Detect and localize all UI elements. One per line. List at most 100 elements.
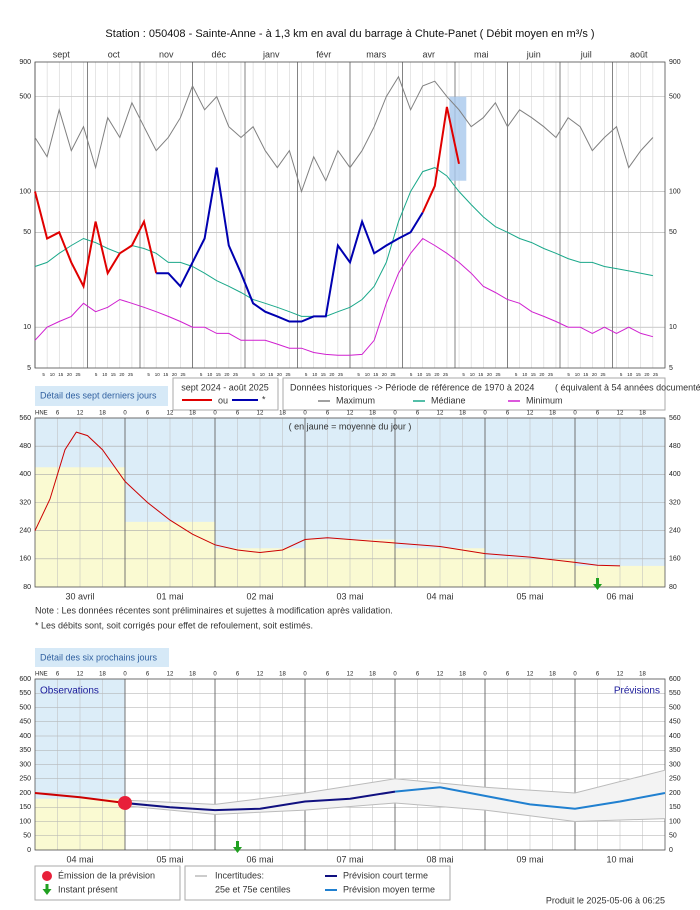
day-tick-label: 25 bbox=[601, 372, 607, 377]
hour-tick-label: 6 bbox=[146, 411, 150, 417]
day-tick-label: 5 bbox=[252, 372, 255, 377]
day-tick-label: 10 bbox=[575, 372, 581, 377]
y-tick-label: 400 bbox=[19, 733, 31, 740]
hour-tick-label: 6 bbox=[146, 672, 150, 678]
hour-tick-label: 12 bbox=[257, 411, 264, 417]
hour-tick-label: 0 bbox=[213, 411, 217, 417]
day-tick-label: 20 bbox=[172, 372, 178, 377]
y-tick-label: 450 bbox=[19, 719, 31, 726]
y-tick-label: 560 bbox=[19, 415, 31, 422]
y-tick-label: 200 bbox=[669, 790, 681, 797]
y-tick-label: 0 bbox=[669, 847, 673, 854]
day-tick-label: 5 bbox=[95, 372, 98, 377]
y-tick-label: 200 bbox=[19, 790, 31, 797]
hour-tick-label: 6 bbox=[236, 672, 240, 678]
y-tick-label: 480 bbox=[669, 443, 681, 450]
footer: Produit le 2025-05-06 à 06:25 bbox=[546, 895, 665, 905]
hour-tick-label: 12 bbox=[347, 411, 354, 417]
hour-tick-label: 12 bbox=[527, 411, 534, 417]
y-tick-label: 10 bbox=[23, 324, 31, 331]
hour-axis-label: HNE bbox=[35, 411, 48, 417]
day-label: 08 mai bbox=[426, 854, 453, 864]
day-tick-label: 15 bbox=[583, 372, 589, 377]
month-label: juin bbox=[526, 49, 541, 59]
day-tick-label: 5 bbox=[42, 372, 45, 377]
y-tick-label: 50 bbox=[669, 833, 677, 840]
hour-tick-label: 18 bbox=[189, 672, 196, 678]
observations-label: Observations bbox=[40, 686, 99, 697]
y-tick-label: 500 bbox=[669, 93, 681, 100]
y-tick-label: 500 bbox=[19, 93, 31, 100]
hour-tick-label: 12 bbox=[617, 672, 624, 678]
day-tick-label: 25 bbox=[286, 372, 292, 377]
series-line bbox=[124, 790, 396, 812]
y-tick-label: 300 bbox=[19, 761, 31, 768]
month-label: oct bbox=[108, 49, 121, 59]
annotation: ( en jaune = moyenne du jour ) bbox=[289, 421, 412, 431]
day-label: 09 mai bbox=[516, 854, 543, 864]
note: Note : Les données récentes sont prélimi… bbox=[35, 605, 393, 615]
recent-highlight bbox=[449, 96, 467, 181]
y-tick-label: 80 bbox=[23, 584, 31, 591]
hour-tick-label: 12 bbox=[437, 411, 444, 417]
legend-box bbox=[184, 865, 451, 901]
day-tick-label: 5 bbox=[620, 372, 623, 377]
day-label: 07 mai bbox=[336, 854, 363, 864]
day-tick-label: 15 bbox=[478, 372, 484, 377]
day-tick-label: 25 bbox=[181, 372, 187, 377]
day-tick-label: 10 bbox=[155, 372, 161, 377]
month-label: déc bbox=[211, 49, 226, 59]
day-label: 02 mai bbox=[246, 591, 273, 601]
detail-button-label[interactable]: Détail des six prochains jours bbox=[40, 652, 158, 662]
legend-text: 25e et 75e centiles bbox=[215, 884, 291, 894]
legend-text: Médiane bbox=[431, 395, 466, 405]
hour-tick-label: 0 bbox=[303, 411, 307, 417]
hour-tick-label: 18 bbox=[99, 672, 106, 678]
day-tick-label: 25 bbox=[338, 372, 344, 377]
detail-button[interactable] bbox=[35, 648, 169, 667]
y-tick-label: 900 bbox=[19, 59, 31, 66]
day-label: 01 mai bbox=[156, 591, 183, 601]
y-tick-label: 350 bbox=[19, 747, 31, 754]
y-tick-label: 480 bbox=[19, 443, 31, 450]
day-tick-label: 15 bbox=[216, 372, 222, 377]
y-tick-label: 160 bbox=[669, 556, 681, 563]
hour-tick-label: 0 bbox=[483, 411, 487, 417]
day-tick-label: 20 bbox=[487, 372, 493, 377]
y-tick-label: 0 bbox=[27, 847, 31, 854]
present-marker bbox=[233, 841, 242, 853]
legend-text: Maximum bbox=[336, 395, 375, 405]
month-label: sept bbox=[53, 49, 71, 59]
day-tick-label: 10 bbox=[417, 372, 423, 377]
legend-text: Minimum bbox=[526, 395, 563, 405]
day-tick-label: 20 bbox=[592, 372, 598, 377]
y-tick-label: 250 bbox=[669, 776, 681, 783]
hour-tick-label: 12 bbox=[527, 672, 534, 678]
y-tick-label: 160 bbox=[19, 556, 31, 563]
legend-text: Prévision moyen terme bbox=[343, 884, 435, 894]
legend-text: Données historiques -> Période de référe… bbox=[290, 382, 534, 392]
day-tick-label: 10 bbox=[207, 372, 213, 377]
hour-tick-label: 18 bbox=[369, 672, 376, 678]
legend-text: sept 2024 - août 2025 bbox=[181, 382, 269, 392]
legend-box bbox=[34, 865, 181, 901]
y-tick-label: 80 bbox=[669, 584, 677, 591]
y-tick-label: 100 bbox=[669, 818, 681, 825]
detail-button-label[interactable]: Détail des sept derniers jours bbox=[40, 390, 157, 400]
day-label: 05 mai bbox=[156, 854, 183, 864]
day-tick-label: 10 bbox=[102, 372, 108, 377]
detail-button[interactable] bbox=[35, 386, 168, 406]
y-tick-label: 100 bbox=[669, 188, 681, 195]
hour-tick-label: 12 bbox=[347, 672, 354, 678]
hour-tick-label: 6 bbox=[506, 672, 510, 678]
hour-tick-label: 0 bbox=[393, 672, 397, 678]
legend-emission bbox=[42, 871, 52, 881]
y-tick-label: 240 bbox=[669, 528, 681, 535]
series-line bbox=[34, 106, 460, 290]
hour-tick-label: 18 bbox=[99, 411, 106, 417]
y-tick-label: 400 bbox=[19, 471, 31, 478]
emission-point bbox=[118, 795, 132, 810]
y-tick-label: 10 bbox=[669, 324, 677, 331]
day-tick-label: 20 bbox=[644, 372, 650, 377]
series-line bbox=[34, 792, 126, 804]
